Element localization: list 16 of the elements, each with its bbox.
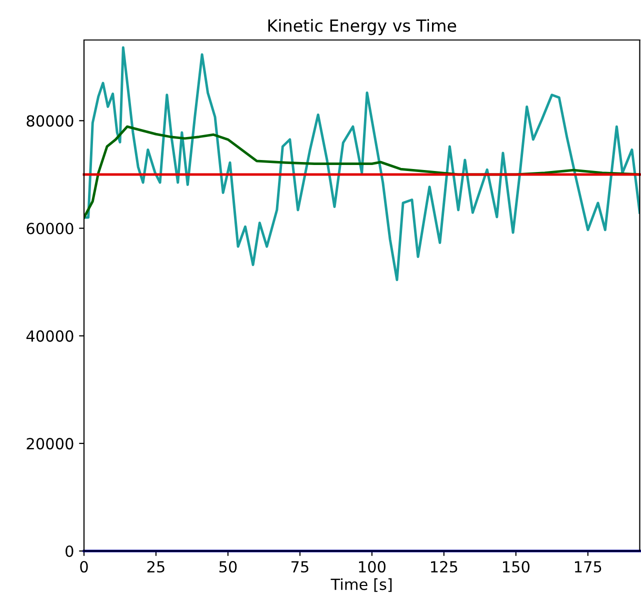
y-tick-label: 40000 — [26, 330, 74, 342]
y-tick-label: 60000 — [26, 222, 74, 234]
x-tick-label: 100 — [359, 560, 386, 573]
x-tick-label: 25 — [147, 560, 164, 573]
y-tick-label: 80000 — [26, 115, 74, 127]
x-tick-label: 0 — [80, 560, 88, 573]
line-series — [84, 46, 640, 282]
x-tick-label: 150 — [503, 560, 530, 573]
chart-title: Kinetic Energy vs Time — [268, 19, 456, 36]
x-tick-label: 175 — [574, 561, 602, 573]
y-tick-label: 20000 — [26, 438, 74, 450]
x-tick-label: 50 — [219, 560, 237, 573]
x-tick-label: 125 — [431, 560, 458, 573]
x-tick-label: 75 — [291, 561, 308, 573]
x-axis-title: Time [s] — [330, 578, 392, 592]
y-tick-label: 0 — [66, 545, 74, 558]
